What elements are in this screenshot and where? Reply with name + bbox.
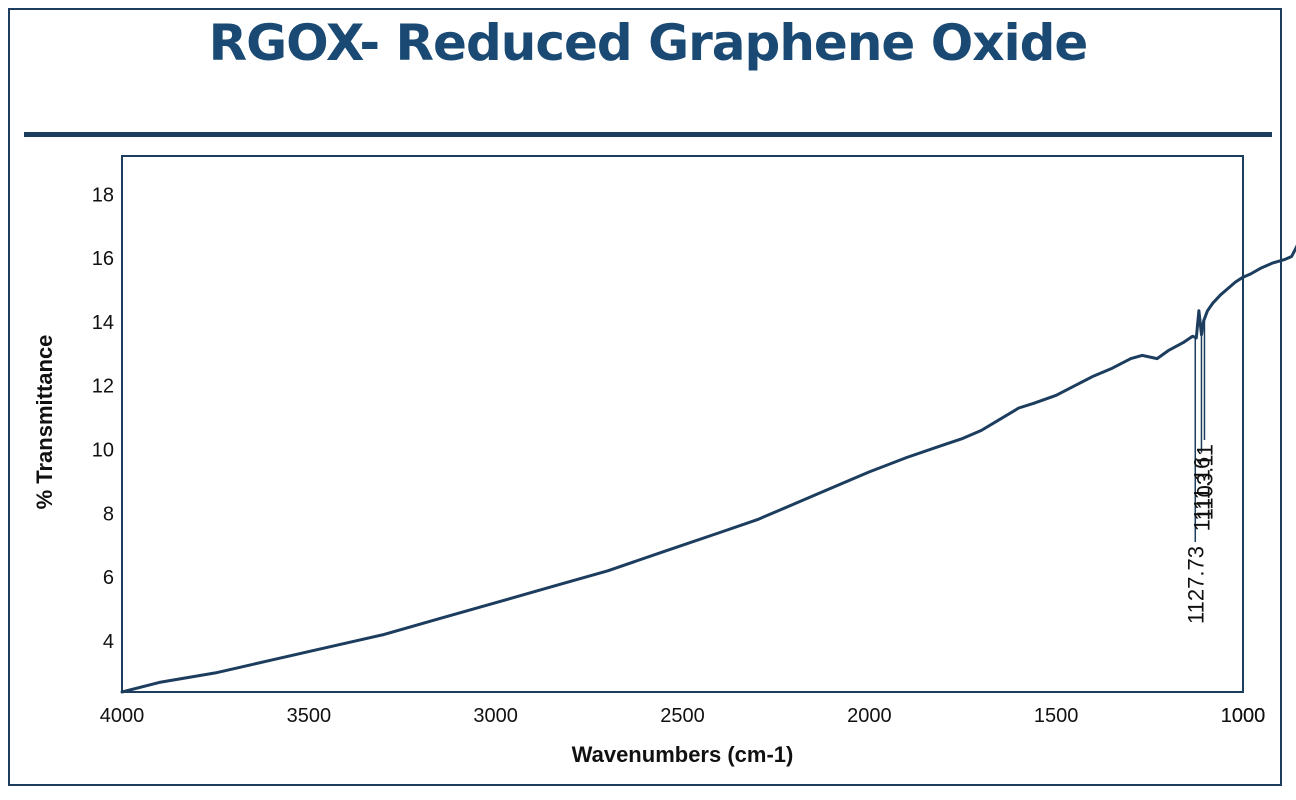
y-tick-label: 14 <box>92 312 114 334</box>
title-divider <box>24 132 1272 137</box>
peak-label: 1103.11 <box>1192 444 1217 520</box>
y-tick-label: 10 <box>92 440 114 462</box>
y-tick-label: 6 <box>103 567 114 589</box>
x-axis-label: Wavenumbers (cm-1) <box>572 742 794 767</box>
x-tick-label: 2000 <box>847 705 892 727</box>
y-tick-label: 16 <box>92 248 114 270</box>
series-layer <box>120 244 1296 694</box>
x-tick-label: 3000 <box>473 705 518 727</box>
y-tick-label: 18 <box>92 184 114 206</box>
y-tick-label: 4 <box>103 631 114 653</box>
x-tick-label: 1000 <box>1221 705 1266 727</box>
y-tick-label: 8 <box>103 503 114 525</box>
x-tick-label: 1000 <box>1221 705 1266 727</box>
transmittance-line <box>120 244 1296 694</box>
x-tick-label: 3500 <box>287 705 332 727</box>
y-tick-label: 12 <box>92 376 114 398</box>
plot-area <box>121 155 1244 693</box>
x-tick-label: 2500 <box>660 705 705 727</box>
peak-label: 1127.73 <box>1183 546 1208 624</box>
page-title: RGOX- Reduced Graphene Oxide <box>208 14 1089 72</box>
chart-frame <box>8 8 1282 786</box>
x-tick-label: 1500 <box>1034 705 1079 727</box>
peak-label: 1111.16 <box>1189 457 1214 532</box>
y-axis-ticks: 4 6 8 10 12 14 16 18 <box>92 184 114 653</box>
y-axis-label: % Transmittance <box>32 335 57 510</box>
x-tick-label: 4000 <box>100 705 145 727</box>
